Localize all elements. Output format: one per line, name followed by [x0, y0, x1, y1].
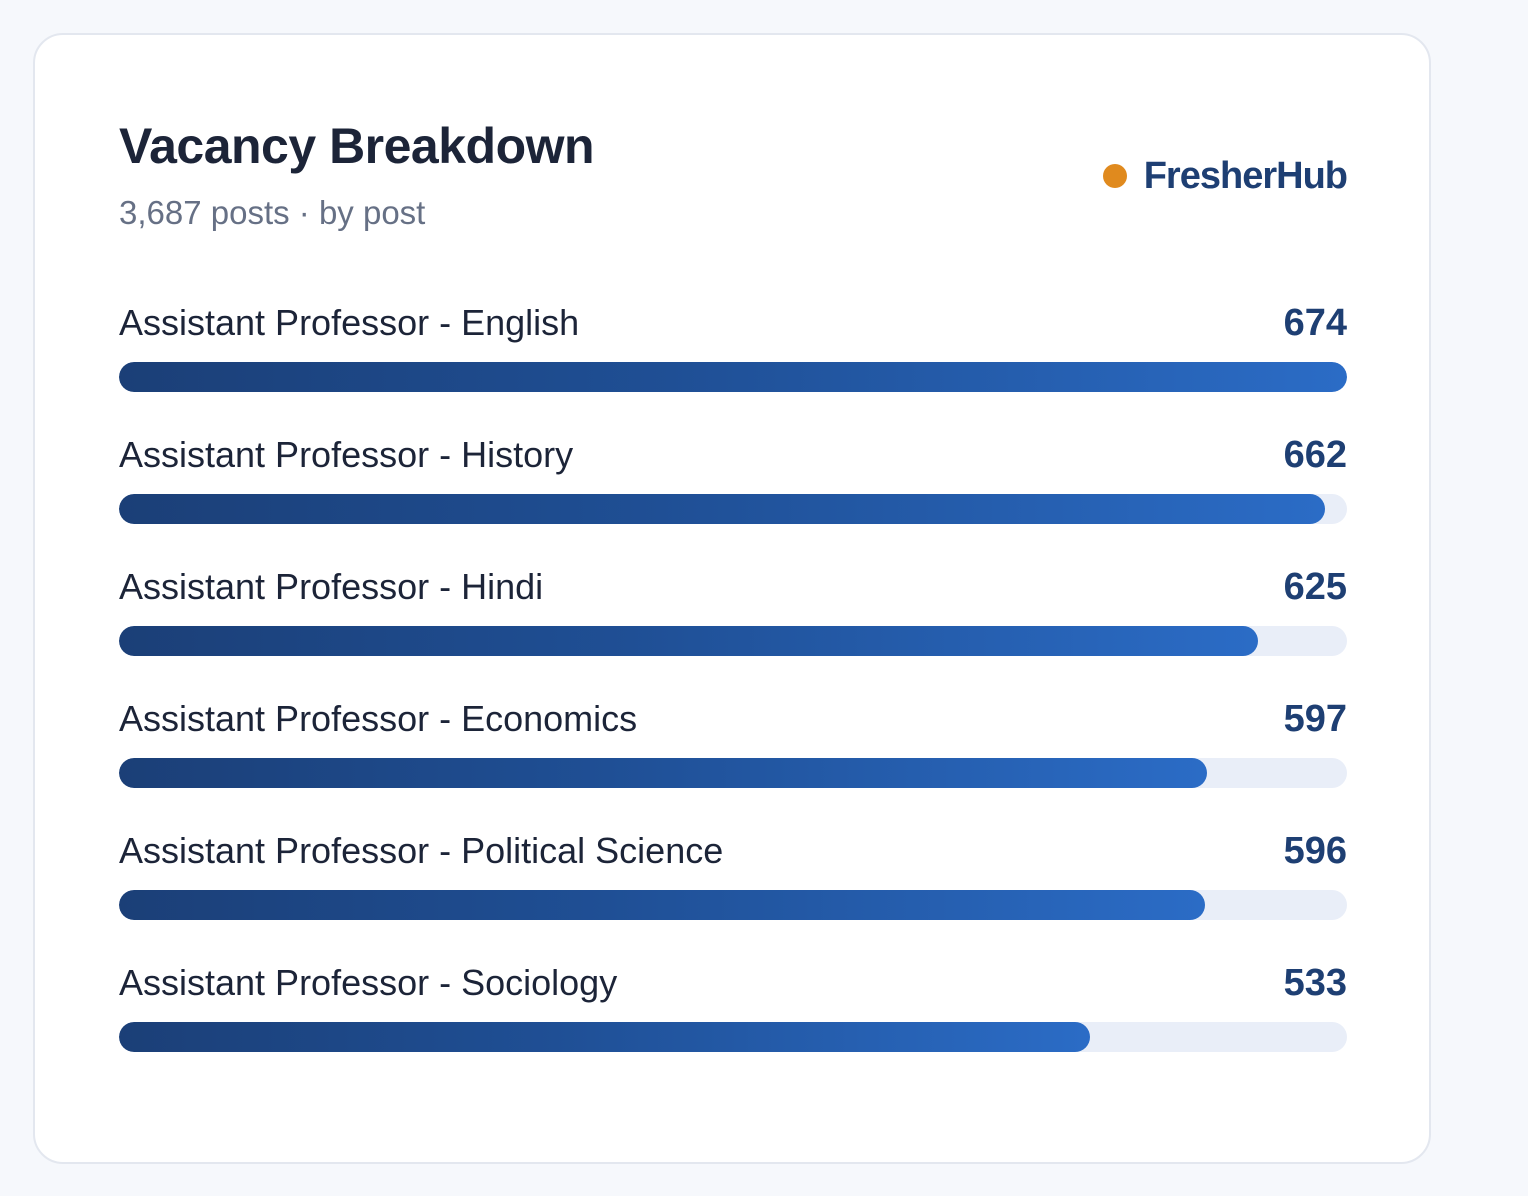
bar-value-label: 597 — [1283, 698, 1347, 740]
bar-track — [119, 758, 1347, 788]
bar-row: Assistant Professor - Sociology 533 — [119, 953, 1347, 1085]
bar-track — [119, 494, 1347, 524]
bar-track — [119, 626, 1347, 656]
bar-row: Assistant Professor - History 662 — [119, 425, 1347, 557]
vacancy-card: Vacancy Breakdown 3,687 posts · by post … — [33, 33, 1431, 1164]
bar-label: Assistant Professor - Political Science — [119, 830, 724, 871]
bar-label: Assistant Professor - Sociology — [119, 962, 618, 1003]
bar-row: Assistant Professor - English 674 — [119, 293, 1347, 425]
bar-value-label: 625 — [1283, 566, 1347, 608]
bar-track — [119, 890, 1347, 920]
bar — [119, 758, 1207, 788]
bar — [119, 494, 1325, 524]
bar-track — [119, 362, 1347, 392]
bar — [119, 890, 1205, 920]
bar-label: Assistant Professor - Economics — [119, 698, 638, 739]
bar — [119, 626, 1258, 656]
bar-row: Assistant Professor - Economics 597 — [119, 689, 1347, 821]
card-title: Vacancy Breakdown — [119, 118, 595, 174]
bar — [119, 362, 1347, 392]
card-header: Vacancy Breakdown 3,687 posts · by post … — [119, 115, 1348, 235]
bar-row: Assistant Professor - Political Science 5… — [119, 821, 1347, 953]
bar-track — [119, 1022, 1347, 1052]
card-subtitle: 3,687 posts · by post — [119, 194, 426, 231]
brand-dot-icon — [1102, 164, 1127, 188]
bar-label: Assistant Professor - Hindi — [119, 566, 544, 607]
bar-value-label: 596 — [1283, 830, 1347, 872]
bar-value-label: 674 — [1283, 302, 1347, 344]
bar-chart: Assistant Professor - English 674 Assistan… — [119, 293, 1347, 1085]
brand-name: FresherHub — [1143, 154, 1348, 197]
bar-value-label: 662 — [1283, 434, 1347, 476]
bar-label: Assistant Professor - History — [119, 434, 574, 475]
bar-label: Assistant Professor - English — [119, 302, 580, 343]
bar-value-label: 533 — [1283, 962, 1347, 1004]
brand-logo: FresherHub — [1102, 151, 1348, 201]
bar-row: Assistant Professor - Hindi 625 — [119, 557, 1347, 689]
bar — [119, 1022, 1090, 1052]
